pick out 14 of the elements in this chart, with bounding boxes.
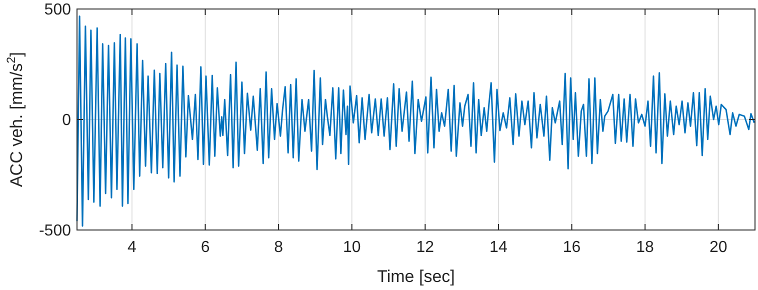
x-axis-title: Time [sec] <box>377 267 455 286</box>
x-tick-label: 10 <box>342 239 361 256</box>
line-series <box>76 16 756 227</box>
y-tick-label: -500 <box>38 222 72 240</box>
x-tick-label: 18 <box>636 239 654 256</box>
x-tick-label: 4 <box>128 239 137 256</box>
x-tick-label: 14 <box>490 239 508 256</box>
x-tick-label: 6 <box>200 239 210 256</box>
x-tick-label: 8 <box>274 239 284 256</box>
x-tick-label: 16 <box>562 239 581 256</box>
y-tick-label: 500 <box>44 2 72 19</box>
x-tick-label: 20 <box>709 239 728 256</box>
x-tick-label: 12 <box>416 239 434 256</box>
y-tick-label: 0 <box>62 112 72 130</box>
